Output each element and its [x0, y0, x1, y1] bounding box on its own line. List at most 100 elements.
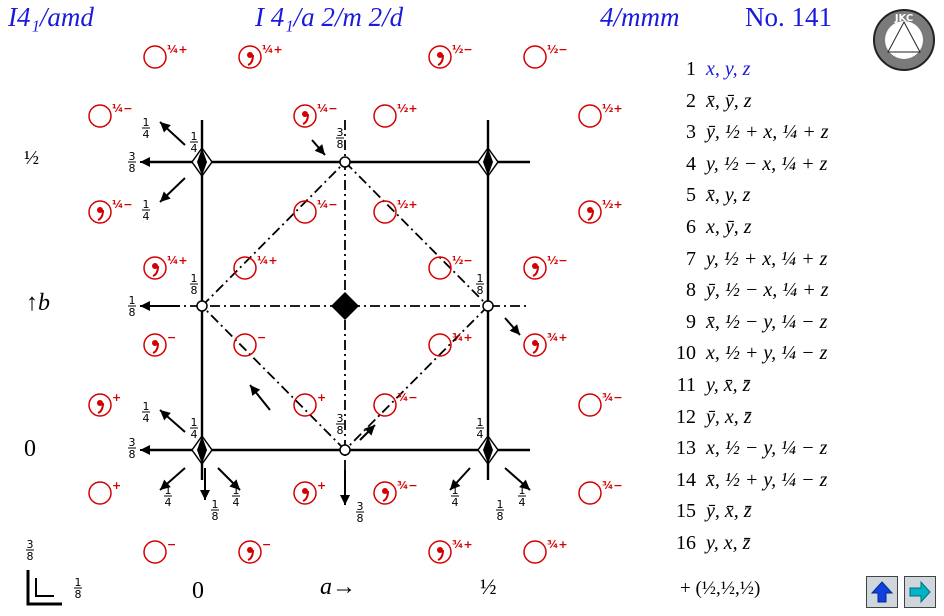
- coordinate-triplet: x, ½ + y, ¼ − z: [706, 342, 828, 365]
- coordinate-triplet: x, y, z: [706, 58, 751, 80]
- coordinate-row: 2 x̄, ȳ, z: [660, 86, 880, 118]
- fraction-denominator: 8: [337, 138, 344, 151]
- comma-tail: [437, 54, 444, 66]
- coordinate-row: 14 x̄, ½ + y, ¼ − z: [660, 465, 880, 497]
- coordinate-number: 9: [686, 310, 696, 333]
- coordinate-number: 3: [686, 121, 696, 144]
- height-fraction: 14: [476, 416, 484, 441]
- comma-mark: [97, 400, 103, 406]
- fraction-denominator: 4: [143, 128, 150, 141]
- marker-height-label: ½+: [602, 198, 623, 211]
- height-fraction: 18: [74, 576, 82, 601]
- inversion-center-symbol: [482, 300, 494, 312]
- screw-axis-core: [483, 436, 493, 464]
- coordinate-number: 10: [676, 342, 696, 365]
- coordinate-row: 16 y, x, z̄: [660, 528, 880, 560]
- origin-axes-icon: [26, 570, 62, 606]
- arrow-head: [364, 425, 375, 436]
- arrow-head: [450, 479, 461, 490]
- arrow-head: [160, 479, 171, 490]
- marker-height-label: ¾+: [452, 331, 473, 344]
- position-marker: [373, 481, 397, 505]
- coordinate-row: 4 y, ½ − x, ¼ + z: [660, 149, 880, 181]
- arrow-head: [140, 301, 150, 311]
- comma-tail: [532, 265, 539, 277]
- comma-mark: [532, 263, 538, 269]
- position-marker: [523, 256, 547, 280]
- screw-axis-core: [483, 148, 493, 176]
- coordinate-number: 8: [686, 279, 696, 302]
- marker-height-label: ½−: [452, 254, 473, 267]
- marker-height-label: ¾−: [397, 479, 418, 492]
- marker-height-label: ¼−: [317, 198, 338, 211]
- coordinate-triplet: y, ½ + x, ¼ + z: [706, 247, 828, 270]
- marker-height-label: ¼+: [167, 254, 188, 267]
- fraction-numerator: 1: [143, 400, 150, 413]
- arrow-head: [160, 410, 171, 421]
- marker-height-label: ¼−: [112, 102, 133, 115]
- position-marker: [293, 393, 317, 417]
- comma-tail: [247, 549, 254, 561]
- comma-tail: [247, 54, 254, 66]
- fraction-numerator: 1: [519, 484, 526, 497]
- position-marker: [238, 540, 262, 564]
- coordinate-triplet: x̄, ½ + y, ¼ − z: [706, 468, 828, 491]
- coordinate-triplet: ȳ, x, z̄: [706, 405, 752, 428]
- height-fraction: 14: [518, 484, 526, 509]
- coordinate-number: 2: [686, 89, 696, 112]
- coordinate-triplet: x̄, ȳ, z: [706, 89, 752, 112]
- marker-height-label: ½+: [602, 102, 623, 115]
- nav-up-button[interactable]: [866, 576, 898, 608]
- arrow-head: [140, 445, 150, 455]
- coordinate-row: 3 ȳ, ½ + x, ¼ + z: [660, 117, 880, 149]
- fraction-denominator: 4: [143, 412, 150, 425]
- fraction-denominator: 8: [212, 510, 219, 523]
- fraction-numerator: 1: [191, 272, 198, 285]
- coordinate-row: 6 x, ȳ, z: [660, 212, 880, 244]
- fraction-denominator: 8: [477, 284, 484, 297]
- marker-height-label: +: [317, 479, 326, 492]
- coordinate-row: 13 x, ½ − y, ¼ − z: [660, 433, 880, 465]
- arrow-head: [340, 495, 350, 505]
- tick-y-zero: 0: [24, 436, 36, 462]
- marker-height-label: ¼+: [262, 43, 283, 56]
- coordinate-triplet: ȳ, x̄, z̄: [706, 500, 752, 523]
- arrow-head: [200, 490, 210, 500]
- marker-height-label: ¼+: [167, 43, 188, 56]
- coordinate-list: 1 x, y, z 2 x̄, ȳ, z 3 ȳ, ½ + x, ¼ + z 4 y, ½ −…: [660, 54, 880, 560]
- comma-tail: [302, 113, 309, 125]
- arrow-right-icon: [909, 580, 931, 604]
- arrow-head: [160, 191, 171, 202]
- coordinate-row: 5 x̄, y, z: [660, 180, 880, 212]
- marker-height-label: ¾−: [602, 479, 623, 492]
- height-fraction: 14: [190, 130, 198, 155]
- coordinate-number: 13: [676, 437, 696, 460]
- arrow-head: [250, 385, 261, 396]
- comma-mark: [532, 340, 538, 346]
- fraction-denominator: 8: [129, 162, 136, 175]
- coordinate-number: 1: [686, 58, 696, 80]
- coordinate-number: 11: [676, 373, 696, 396]
- marker-height-label: ½−: [452, 43, 473, 56]
- height-fraction: 18: [476, 272, 484, 297]
- jkc-logo: JKC: [873, 9, 935, 71]
- arrow-head: [519, 479, 530, 490]
- fraction-denominator: 4: [477, 428, 484, 441]
- coordinate-triplet: y, ½ − x, ¼ + z: [706, 152, 828, 175]
- coordinate-triplet: x̄, ½ − y, ¼ − z: [706, 310, 828, 333]
- marker-height-label: +: [112, 479, 121, 492]
- coordinate-triplet: y, x̄, z̄: [706, 373, 751, 396]
- nav-next-button[interactable]: [904, 576, 936, 608]
- coordinate-number: 7: [686, 247, 696, 270]
- position-marker: [143, 45, 167, 69]
- coordinate-number: 14: [676, 468, 696, 491]
- coordinate-triplet: x, ȳ, z: [706, 215, 752, 238]
- marker-height-label: −: [262, 538, 271, 551]
- height-fraction: 18: [128, 294, 136, 319]
- fraction-denominator: 4: [452, 496, 459, 509]
- fraction-numerator: 3: [357, 500, 364, 513]
- position-marker: [428, 45, 452, 69]
- marker-height-label: ¾+: [547, 538, 568, 551]
- position-marker: [293, 481, 317, 505]
- fraction-numerator: 3: [129, 436, 136, 449]
